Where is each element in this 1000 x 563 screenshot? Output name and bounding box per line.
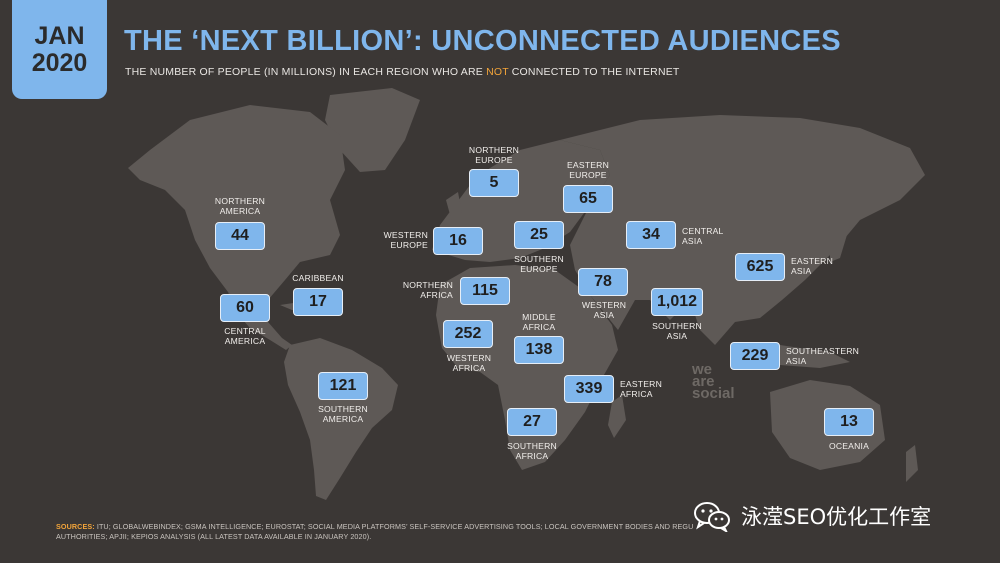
value-oceania: 13 <box>824 408 874 436</box>
label-eastern-africa: EASTERN AFRICA <box>620 379 662 399</box>
value-southern-asia: 1,012 <box>651 288 703 316</box>
date-year: 2020 <box>31 48 88 77</box>
land-uk <box>446 192 462 222</box>
value-southeastern-asia: 229 <box>730 342 780 370</box>
land-africa <box>436 265 618 470</box>
label-southeastern-asia: SOUTHEASTERN ASIA <box>786 346 860 366</box>
land-south-america <box>284 338 398 500</box>
label-western-africa: WESTERN AFRICA <box>446 353 492 373</box>
land-asia <box>560 115 925 345</box>
wechat-icon <box>693 500 731 534</box>
label-caribbean: CARIBBEAN <box>292 273 344 283</box>
label-eastern-asia: EASTERN ASIA <box>791 256 833 276</box>
value-central-asia: 34 <box>626 221 676 249</box>
label-western-europe: WESTERN EUROPE <box>383 230 428 250</box>
subtitle-highlight: NOT <box>486 66 509 78</box>
subtitle-text-after: CONNECTED TO THE INTERNET <box>508 66 680 78</box>
wechat-account-name: 泳滢SEO优化工作室 <box>741 505 932 529</box>
value-central-america: 60 <box>220 294 270 322</box>
value-western-europe: 16 <box>433 227 483 255</box>
land-greenland <box>325 88 420 172</box>
page-title: THE ‘NEXT BILLION’: UNCONNECTED AUDIENCE… <box>124 25 841 57</box>
wechat-overlay: 泳滢SEO优化工作室 <box>693 500 932 534</box>
label-northern-america: NORTHERN AMERICA <box>214 196 266 216</box>
label-northern-europe: NORTHERN EUROPE <box>468 145 520 165</box>
date-badge: JAN 2020 <box>12 0 107 99</box>
value-caribbean: 17 <box>293 288 343 316</box>
value-eastern-asia: 625 <box>735 253 785 281</box>
value-southern-europe: 25 <box>514 221 564 249</box>
land-new-zealand <box>906 445 918 482</box>
label-eastern-europe: EASTERN EUROPE <box>567 160 609 180</box>
value-western-asia: 78 <box>578 268 628 296</box>
label-central-america: CENTRAL AMERICA <box>224 326 266 346</box>
label-southern-europe: SOUTHERN EUROPE <box>514 254 564 274</box>
value-western-africa: 252 <box>443 320 493 348</box>
value-southern-africa: 27 <box>507 408 557 436</box>
value-northern-america: 44 <box>215 222 265 250</box>
value-middle-africa: 138 <box>514 336 564 364</box>
sources-text-1: ITU; GLOBALWEBINDEX; GSMA INTELLIGENCE; … <box>94 522 694 531</box>
label-middle-africa: MIDDLE AFRICA <box>522 312 556 332</box>
label-oceania: OCEANIA <box>828 441 870 451</box>
page-subtitle: THE NUMBER OF PEOPLE (IN MILLIONS) IN EA… <box>125 66 680 78</box>
sources-text-2: AUTHORITIES; APJII; KEPIOS ANALYSIS (ALL… <box>56 532 372 541</box>
value-eastern-africa: 339 <box>564 375 614 403</box>
label-western-asia: WESTERN ASIA <box>581 300 627 320</box>
land-madagascar <box>608 395 626 438</box>
subtitle-text-before: THE NUMBER OF PEOPLE (IN MILLIONS) IN EA… <box>125 66 487 78</box>
date-month: JAN <box>34 21 85 50</box>
we-are-social-logo: we are social <box>692 361 735 402</box>
sources-footer: SOURCES: ITU; GLOBALWEBINDEX; GSMA INTEL… <box>56 522 716 542</box>
value-southern-america: 121 <box>318 372 368 400</box>
land-japan <box>830 215 850 262</box>
label-northern-africa: NORTHERN AFRICA <box>402 280 453 300</box>
value-northern-africa: 115 <box>460 277 510 305</box>
label-southern-asia: SOUTHERN ASIA <box>652 321 702 341</box>
label-central-asia: CENTRAL ASIA <box>682 226 724 246</box>
land-north-america <box>128 105 345 312</box>
label-southern-america: SOUTHERN AMERICA <box>318 404 368 424</box>
value-eastern-europe: 65 <box>563 185 613 213</box>
sources-label: SOURCES: <box>56 522 95 531</box>
label-southern-africa: SOUTHERN AFRICA <box>507 441 557 461</box>
value-northern-europe: 5 <box>469 169 519 197</box>
